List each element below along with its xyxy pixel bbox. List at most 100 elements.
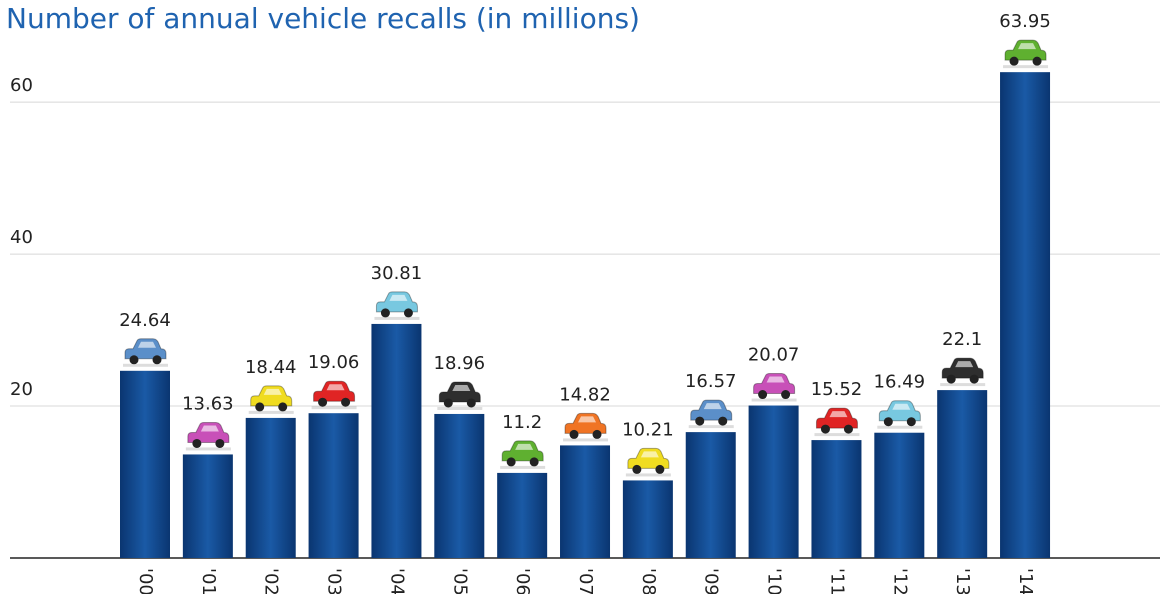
car-wheel [278, 402, 287, 411]
bar [497, 473, 547, 558]
car-wheel [318, 398, 327, 407]
value-label: 30.81 [371, 263, 423, 284]
car-shadow [123, 364, 168, 367]
x-tick-label: '06 [512, 568, 533, 594]
car-wheel [192, 439, 201, 448]
car-shadow [437, 407, 482, 410]
x-tick-label: '05 [449, 568, 470, 594]
car-window [1018, 43, 1036, 49]
value-label: 16.57 [685, 371, 737, 392]
car-icon [689, 400, 734, 428]
value-label: 18.96 [434, 353, 486, 374]
car-window [201, 425, 219, 431]
bar [686, 432, 736, 558]
car-shadow [500, 466, 545, 469]
car-shadow [877, 426, 922, 429]
car-wheel [255, 402, 264, 411]
y-tick-label: 20 [10, 379, 33, 400]
car-shadow [940, 383, 985, 386]
car-icon [752, 374, 797, 402]
x-tick-label: '11 [826, 568, 847, 594]
car-window [452, 385, 470, 391]
car-window [578, 416, 596, 422]
x-tick-label: '14 [1015, 568, 1036, 594]
value-label: 24.64 [119, 310, 171, 331]
car-window [829, 411, 847, 417]
car-shadow [312, 406, 357, 409]
car-window [327, 384, 345, 390]
car-shadow [689, 425, 734, 428]
car-wheel [821, 425, 830, 434]
x-tick-label: '01 [198, 568, 219, 594]
car-wheel [530, 457, 539, 466]
value-label: 20.07 [748, 345, 800, 366]
car-wheel [570, 430, 579, 439]
car-wheel [215, 439, 224, 448]
bar [623, 480, 673, 558]
car-window [641, 451, 659, 457]
y-tick-label: 40 [10, 227, 33, 248]
value-label: 63.95 [999, 11, 1051, 32]
x-tick-label: '09 [701, 568, 722, 594]
car-icon [626, 448, 671, 476]
bar [183, 454, 233, 558]
chart-title: Number of annual vehicle recalls (in mil… [6, 2, 640, 35]
y-tick-label: 60 [10, 75, 33, 96]
car-wheel [632, 465, 641, 474]
x-tick-label: '08 [638, 568, 659, 594]
car-shadow [563, 438, 608, 441]
bar [120, 371, 170, 558]
x-tick-label: '02 [261, 568, 282, 594]
bar [749, 406, 799, 558]
car-icon [186, 422, 231, 450]
bar [874, 433, 924, 558]
car-wheel [970, 375, 979, 384]
car-wheel [444, 398, 453, 407]
bar [371, 324, 421, 558]
x-tick-label: '03 [324, 568, 345, 594]
car-shadow [752, 399, 797, 402]
value-label: 16.49 [874, 372, 926, 393]
car-wheel [907, 417, 916, 426]
car-window [389, 295, 407, 301]
car-wheel [1010, 57, 1019, 66]
car-wheel [718, 417, 727, 426]
car-window [515, 444, 533, 450]
value-label: 14.82 [559, 384, 611, 405]
car-wheel [758, 390, 767, 399]
car-wheel [781, 390, 790, 399]
car-wheel [655, 465, 664, 474]
car-wheel [404, 308, 413, 317]
bar [811, 440, 861, 558]
value-label: 22.1 [942, 329, 982, 350]
car-wheel [341, 398, 350, 407]
car-window [892, 404, 910, 410]
x-tick-label: '00 [135, 568, 156, 594]
bar [246, 418, 296, 558]
car-wheel [467, 398, 476, 407]
car-window [138, 342, 156, 348]
car-icon [563, 413, 608, 441]
car-window [955, 361, 973, 367]
car-icon [1003, 40, 1048, 68]
car-icon [374, 292, 419, 320]
value-label: 19.06 [308, 352, 360, 373]
car-shadow [814, 433, 859, 436]
car-wheel [844, 425, 853, 434]
car-wheel [695, 417, 704, 426]
value-label: 18.44 [245, 357, 297, 378]
value-label: 13.63 [182, 393, 234, 414]
value-label: 15.52 [811, 379, 863, 400]
car-wheel [1033, 57, 1042, 66]
car-icon [940, 358, 985, 386]
car-shadow [1003, 65, 1048, 68]
x-tick-label: '04 [386, 568, 407, 594]
car-window [704, 403, 722, 409]
car-wheel [884, 417, 893, 426]
x-tick-label: '07 [575, 568, 596, 594]
car-icon [123, 339, 168, 367]
bar [1000, 72, 1050, 558]
bar [309, 413, 359, 558]
car-wheel [153, 355, 162, 364]
car-wheel [947, 375, 956, 384]
